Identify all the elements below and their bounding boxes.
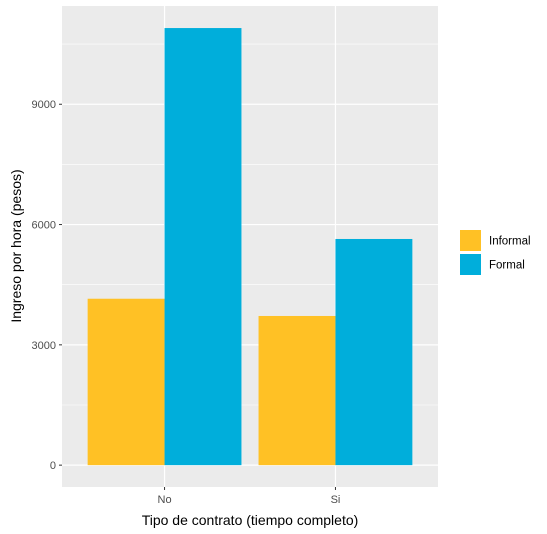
y-axis-title: Ingreso por hora (pesos) (8, 169, 24, 322)
x-tick-label: Si (331, 494, 341, 506)
bar-informal-si (258, 315, 336, 466)
x-axis-title: Tipo de contrato (tiempo completo) (142, 512, 359, 528)
bar-formal-si (335, 238, 413, 466)
y-tick-label: 3000 (32, 340, 56, 352)
legend-key-formal (460, 254, 481, 275)
x-axis-ticks: No Si (158, 487, 341, 506)
legend-label-formal: Formal (489, 260, 525, 272)
legend: Informal Formal (460, 230, 531, 275)
legend-key-informal (460, 230, 481, 251)
bar-informal-no (87, 298, 165, 466)
y-tick-label: 6000 (32, 220, 56, 232)
legend-label-informal: Informal (489, 236, 531, 248)
y-tick-label: 0 (50, 460, 56, 472)
x-tick-label: No (158, 494, 172, 506)
bar-formal-no (164, 28, 242, 466)
bars (87, 28, 413, 466)
y-tick-label: 9000 (32, 99, 56, 111)
y-axis-ticks: 0 3000 6000 9000 (32, 99, 62, 472)
